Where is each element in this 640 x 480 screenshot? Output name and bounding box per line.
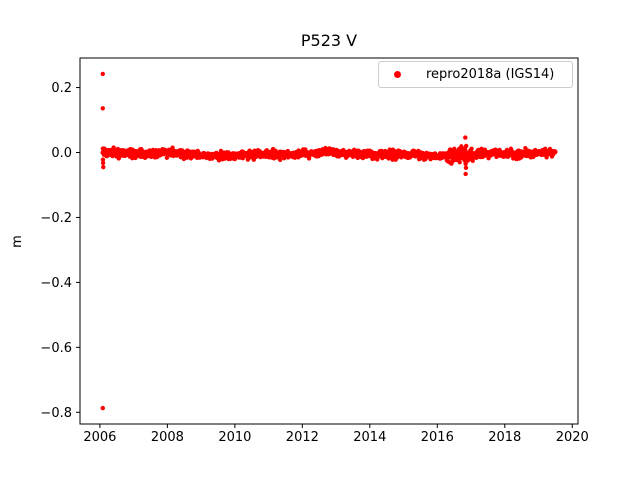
legend-marker-icon [394,71,401,78]
chart-title: P523 V [300,31,358,50]
y-tick-label: −0.6 [40,341,72,356]
x-tick-label: 2010 [218,430,251,445]
x-tick-label: 2016 [421,430,454,445]
series-repro2018a-igs14- [100,71,558,411]
x-tick-label: 2020 [556,430,589,445]
x-tick-label: 2012 [286,430,319,445]
x-axis-ticks: 2006 2008 2010 2012 2014 2016 2018 2020 [83,424,589,445]
y-axis-ticks: 0.2 0.0 −0.2 −0.4 −0.6 −0.8 [40,81,80,421]
y-tick-label: −0.8 [40,406,72,421]
y-tick-label: −0.4 [40,276,72,291]
y-tick-label: 0.0 [51,146,72,161]
legend-label: repro2018a (IGS14) [426,67,555,82]
x-tick-label: 2006 [83,430,116,445]
legend: repro2018a (IGS14) [378,61,573,88]
scatter-series [100,71,558,411]
x-tick-label: 2018 [488,430,521,445]
y-tick-label: 0.2 [51,81,72,96]
y-axis-label: m [9,235,25,248]
x-tick-label: 2008 [151,430,184,445]
y-tick-label: −0.2 [40,211,72,226]
axes-frame [79,57,579,425]
x-tick-label: 2014 [353,430,386,445]
